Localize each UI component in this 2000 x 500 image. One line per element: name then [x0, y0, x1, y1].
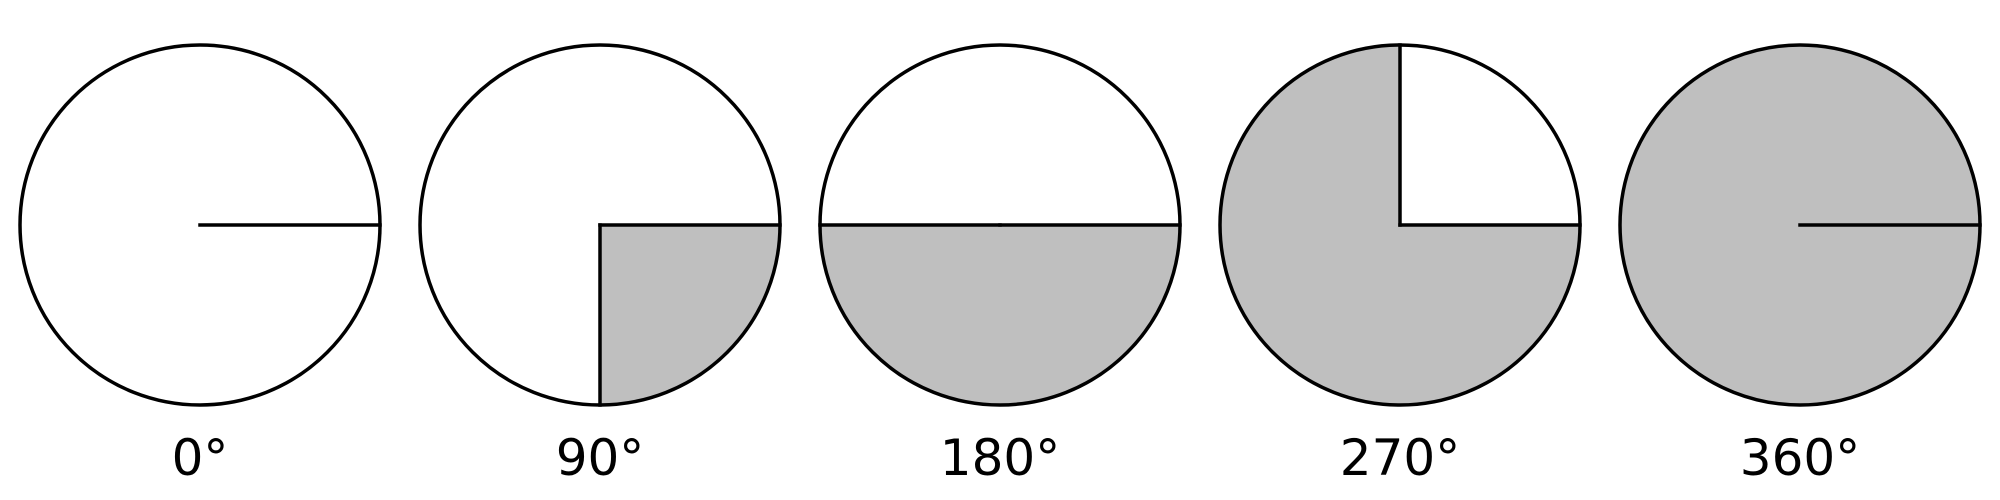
angle-circle-0: 0°	[18, 43, 382, 487]
angle-label: 360°	[1740, 429, 1860, 487]
filled-sector	[820, 225, 1180, 405]
angle-label: 270°	[1340, 429, 1460, 487]
angle-circle-180: 180°	[818, 43, 1182, 487]
angle-label: 180°	[940, 429, 1060, 487]
angle-label: 0°	[172, 429, 229, 487]
circles-group: 0° 90° 180° 270° 360°	[18, 43, 1982, 487]
filled-sector	[600, 225, 780, 405]
angle-circle-360: 360°	[1618, 43, 1982, 487]
angle-circle-270: 270°	[1218, 43, 1582, 487]
angle-circle-90: 90°	[418, 43, 782, 487]
angle-label: 90°	[556, 429, 645, 487]
